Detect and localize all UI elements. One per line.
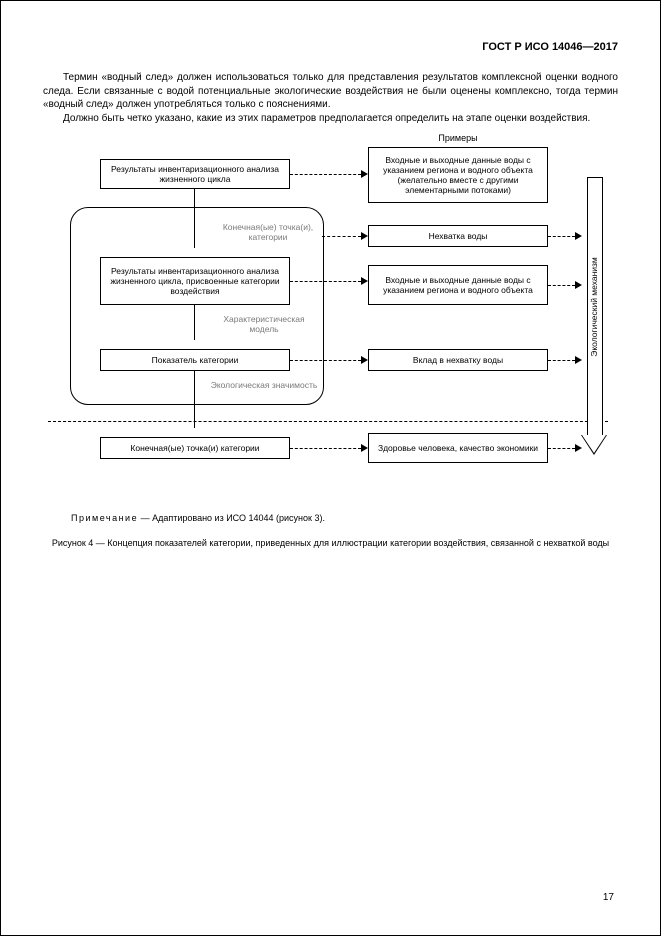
harrow-lr-1-head: [361, 232, 368, 240]
harrow-lr-2-head: [361, 277, 368, 285]
right-box-health-econ: Здоровье человека, качество экономики: [368, 433, 548, 463]
vflow-1-head: [187, 340, 201, 349]
vflow-2-head: [187, 428, 201, 437]
vflow-2: [194, 371, 195, 429]
eco-mechanism-arrow: Экологический механизм: [582, 177, 608, 459]
left-box-lci-results: Результаты инвентаризационного анализа ж…: [100, 159, 290, 189]
label-eco-significance: Экологическая значимость: [210, 381, 318, 391]
dashed-divider: [48, 421, 608, 422]
harrow-rb-1: [548, 285, 575, 286]
doc-header: ГОСТ Р ИСО 14046—2017: [43, 41, 618, 53]
harrow-rb-3: [548, 448, 575, 449]
note-label: Примечание: [71, 513, 138, 523]
harrow-lr-1: [322, 236, 361, 237]
harrow-rb-0-head: [575, 232, 582, 240]
harrow-rb-2-head: [575, 356, 582, 364]
vflow-0: [194, 189, 195, 249]
eco-mechanism-label: Экологический механизм: [589, 257, 599, 357]
note-line: Примечание — Адаптировано из ИСО 14044 (…: [71, 513, 618, 523]
page-number: 17: [603, 892, 614, 903]
examples-header: Примеры: [368, 133, 548, 143]
harrow-lr-4-head: [361, 444, 368, 452]
right-box-scarcity: Нехватка воды: [368, 225, 548, 247]
note-rest: — Адаптировано из ИСО 14044 (рисунок 3).: [138, 513, 325, 523]
vflow-1: [194, 305, 195, 341]
harrow-rb-2: [548, 360, 575, 361]
label-endpoint-category: Конечная(ые) точка(и), категории: [218, 223, 318, 243]
right-box-contribution: Вклад в нехватку воды: [368, 349, 548, 371]
left-box-lci-assigned: Результаты инвентаризационного анализа ж…: [100, 257, 290, 305]
diagram: Примеры Экологический механизмРезультаты…: [48, 141, 608, 491]
left-box-indicator: Показатель категории: [100, 349, 290, 371]
harrow-lr-4: [290, 448, 361, 449]
harrow-lr-0: [290, 174, 361, 175]
para-2: Должно быть четко указано, какие из этих…: [43, 112, 618, 126]
intro-text: Термин «водный след» должен использовать…: [43, 71, 618, 125]
figure-caption: Рисунок 4 — Концепция показателей катего…: [43, 537, 618, 549]
label-char-model: Характеристическая модель: [210, 315, 318, 335]
para-1: Термин «водный след» должен использовать…: [43, 71, 618, 112]
harrow-lr-3-head: [361, 356, 368, 364]
page-root: ГОСТ Р ИСО 14046—2017 Термин «водный сле…: [0, 0, 661, 936]
harrow-rb-3-head: [575, 444, 582, 452]
left-box-endpoint: Конечная(ые) точка(и) категории: [100, 437, 290, 459]
right-box-io-data: Входные и выходные данные воды с указани…: [368, 147, 548, 203]
harrow-rb-1-head: [575, 281, 582, 289]
harrow-lr-2: [290, 281, 361, 282]
harrow-rb-0: [548, 236, 575, 237]
harrow-lr-3: [290, 360, 361, 361]
harrow-lr-0-head: [361, 170, 368, 178]
vflow-0-head: [187, 248, 201, 257]
right-box-io-region: Входные и выходные данные воды с указани…: [368, 265, 548, 305]
